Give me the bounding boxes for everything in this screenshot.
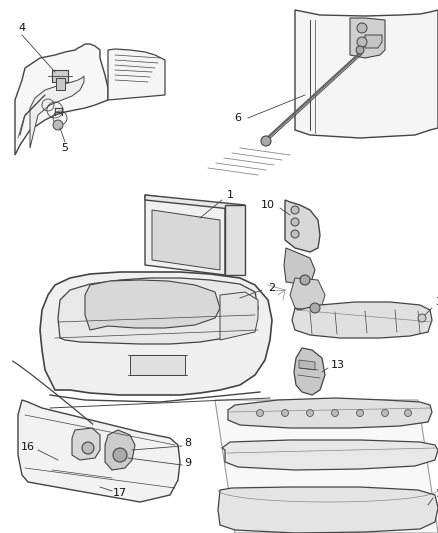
Polygon shape — [284, 248, 315, 285]
Text: 4: 4 — [18, 23, 25, 33]
Circle shape — [356, 46, 364, 54]
Circle shape — [291, 218, 299, 226]
Polygon shape — [85, 280, 220, 330]
Polygon shape — [58, 278, 258, 344]
Polygon shape — [145, 195, 245, 210]
Text: 13: 13 — [331, 360, 345, 370]
Circle shape — [82, 442, 94, 454]
Polygon shape — [225, 205, 245, 275]
Polygon shape — [350, 18, 385, 58]
Polygon shape — [285, 200, 320, 252]
Polygon shape — [145, 195, 225, 275]
Text: 16: 16 — [21, 442, 35, 452]
Circle shape — [282, 409, 289, 416]
Text: 12: 12 — [436, 489, 438, 499]
Polygon shape — [130, 355, 185, 375]
Polygon shape — [295, 10, 438, 138]
Polygon shape — [290, 278, 325, 312]
Text: 6: 6 — [234, 113, 241, 123]
Polygon shape — [292, 302, 432, 338]
Circle shape — [113, 448, 127, 462]
Polygon shape — [220, 292, 258, 340]
Polygon shape — [108, 49, 165, 100]
Polygon shape — [52, 70, 68, 82]
Polygon shape — [30, 76, 84, 148]
Polygon shape — [222, 440, 438, 470]
Text: 3: 3 — [435, 297, 438, 307]
Text: 2: 2 — [268, 283, 276, 293]
Polygon shape — [365, 35, 382, 48]
Text: 1: 1 — [226, 190, 233, 200]
Circle shape — [332, 409, 339, 416]
Circle shape — [357, 37, 367, 47]
Text: 9: 9 — [184, 458, 191, 468]
Polygon shape — [72, 428, 100, 460]
Circle shape — [291, 206, 299, 214]
Polygon shape — [40, 272, 272, 395]
Circle shape — [381, 409, 389, 416]
Circle shape — [261, 136, 271, 146]
Polygon shape — [218, 487, 438, 533]
Circle shape — [418, 314, 426, 322]
Polygon shape — [18, 400, 180, 502]
Polygon shape — [50, 455, 115, 490]
Circle shape — [300, 275, 310, 285]
Polygon shape — [105, 430, 135, 470]
Polygon shape — [228, 398, 432, 428]
Circle shape — [357, 23, 367, 33]
Circle shape — [53, 120, 63, 130]
Circle shape — [405, 409, 411, 416]
Polygon shape — [215, 400, 438, 533]
Text: 10: 10 — [261, 200, 275, 210]
Circle shape — [357, 409, 364, 416]
Polygon shape — [299, 360, 315, 370]
Circle shape — [257, 409, 264, 416]
Circle shape — [310, 303, 320, 313]
Polygon shape — [56, 78, 65, 90]
Polygon shape — [55, 458, 110, 487]
Polygon shape — [294, 348, 325, 395]
Text: 8: 8 — [184, 438, 191, 448]
Text: 5: 5 — [61, 143, 68, 153]
Polygon shape — [152, 210, 220, 270]
Polygon shape — [15, 44, 108, 155]
Text: 17: 17 — [113, 488, 127, 498]
Circle shape — [307, 409, 314, 416]
Circle shape — [291, 230, 299, 238]
